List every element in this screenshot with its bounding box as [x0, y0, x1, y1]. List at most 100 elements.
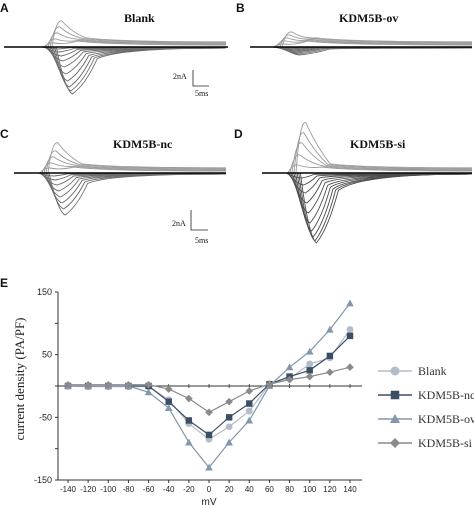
data-point — [225, 414, 233, 421]
x-tick-label: -20 — [183, 485, 195, 494]
data-point — [185, 394, 193, 403]
legend-label: KDM5B-si — [418, 436, 473, 450]
data-point — [185, 438, 193, 446]
data-point — [326, 368, 334, 377]
data-point — [124, 380, 133, 389]
series-kdm5b-si — [64, 363, 354, 417]
legend-marker — [390, 438, 400, 448]
x-tick-label: -40 — [163, 485, 175, 494]
inward-current-trace — [262, 46, 473, 56]
data-point — [164, 404, 173, 411]
data-point — [285, 375, 294, 384]
panel-c-scale-bar — [190, 210, 208, 231]
data-point — [164, 385, 173, 393]
y-tick-label: -50 — [39, 412, 52, 422]
iv-series — [64, 299, 354, 471]
legend-label: KDM5B-nc — [418, 388, 474, 402]
x-tick-label: 80 — [285, 485, 294, 494]
data-point — [326, 325, 334, 333]
data-point — [165, 398, 172, 405]
panel-a-scale-bar — [192, 70, 209, 87]
outward-current-trace — [262, 31, 473, 48]
inward-current-trace — [30, 46, 227, 95]
x-tick-label: -120 — [80, 485, 97, 494]
data-point — [346, 326, 354, 334]
panel-c-letter: C — [0, 127, 9, 141]
panel-c-title: KDM5B-nc — [113, 137, 173, 151]
panel-a-title: Blank — [124, 11, 155, 25]
data-point — [205, 408, 213, 417]
legend: Blank KDM5B-nc KDM5B-ov KDM5B-si — [378, 364, 474, 450]
panel-d-title: KDM5B-si — [350, 137, 406, 151]
data-point — [225, 438, 233, 446]
x-tick-label: 20 — [225, 485, 234, 494]
panel-c: C KDM5B-nc 2nA 5ms — [0, 127, 227, 245]
panel-e-letter: E — [0, 276, 8, 290]
x-tick-label: -100 — [100, 485, 117, 494]
panel-d: D KDM5B-si — [234, 122, 473, 244]
outward-current-trace — [276, 132, 473, 174]
x-tick-label: 100 — [303, 485, 317, 494]
legend-label: Blank — [418, 364, 447, 378]
outward-current-trace — [30, 20, 227, 48]
data-point — [225, 397, 233, 406]
data-point — [285, 363, 294, 371]
data-point — [245, 416, 254, 424]
data-point — [104, 380, 113, 389]
data-point — [246, 400, 253, 407]
outward-current-trace — [30, 26, 227, 48]
data-point — [205, 431, 213, 439]
data-point — [185, 417, 193, 424]
outward-current-trace — [262, 40, 473, 48]
panel-a-letter: A — [0, 1, 9, 15]
data-point — [306, 360, 314, 368]
legend-item: KDM5B-ov — [378, 412, 474, 426]
x-tick-label: 0 — [207, 485, 212, 494]
panel-c-traces — [30, 142, 227, 216]
panel-c-scale-time: 5ms — [195, 236, 208, 245]
panel-b-letter: B — [236, 1, 245, 15]
data-point — [245, 387, 254, 395]
legend-item: Blank — [378, 364, 447, 378]
data-point — [245, 407, 253, 415]
data-point — [144, 388, 153, 396]
panel-b-traces — [262, 31, 473, 56]
legend-item: KDM5B-si — [378, 436, 473, 450]
y-tick-label: -150 — [34, 475, 52, 485]
data-point — [205, 463, 213, 471]
panel-a-traces — [30, 20, 227, 95]
panel-e: E current density (PA/PF) -150-5050150-1… — [0, 276, 474, 508]
x-tick-label: 60 — [265, 485, 274, 494]
data-point — [306, 367, 313, 374]
data-point — [265, 380, 274, 388]
panel-d-traces — [276, 122, 473, 244]
data-point — [144, 380, 153, 389]
data-point — [305, 347, 314, 355]
panel-a-scale-time: 5ms — [195, 89, 208, 98]
series-line — [68, 366, 351, 413]
data-point — [326, 352, 334, 360]
panel-a-scale-current: 2nA — [173, 72, 187, 81]
y-tick-label: 50 — [42, 350, 52, 360]
legend-label: KDM5B-ov — [418, 412, 474, 426]
legend-marker — [390, 414, 400, 423]
panel-b: B KDM5B-ov — [236, 1, 473, 56]
x-axis-title: mV — [202, 497, 217, 508]
y-tick-label: 150 — [37, 287, 52, 297]
legend-item: KDM5B-nc — [378, 388, 474, 402]
data-point — [346, 363, 354, 371]
data-point — [346, 332, 354, 340]
x-tick-label: -80 — [123, 485, 135, 494]
legend-marker — [390, 390, 400, 400]
data-point — [346, 299, 354, 307]
iv-axes: -150 -50 50 150 -140 -120 -100 -80 -60 -40 -20 0 20 4… — [34, 287, 362, 494]
x-tick-label: -60 — [143, 485, 155, 494]
panel-b-title: KDM5B-ov — [339, 11, 398, 25]
legend-marker — [390, 366, 400, 376]
outward-current-trace — [30, 166, 227, 174]
data-point — [305, 372, 314, 381]
panel-a: A Blank 2nA 5ms — [0, 1, 228, 98]
data-point — [84, 380, 92, 389]
panel-d-letter: D — [234, 127, 243, 141]
